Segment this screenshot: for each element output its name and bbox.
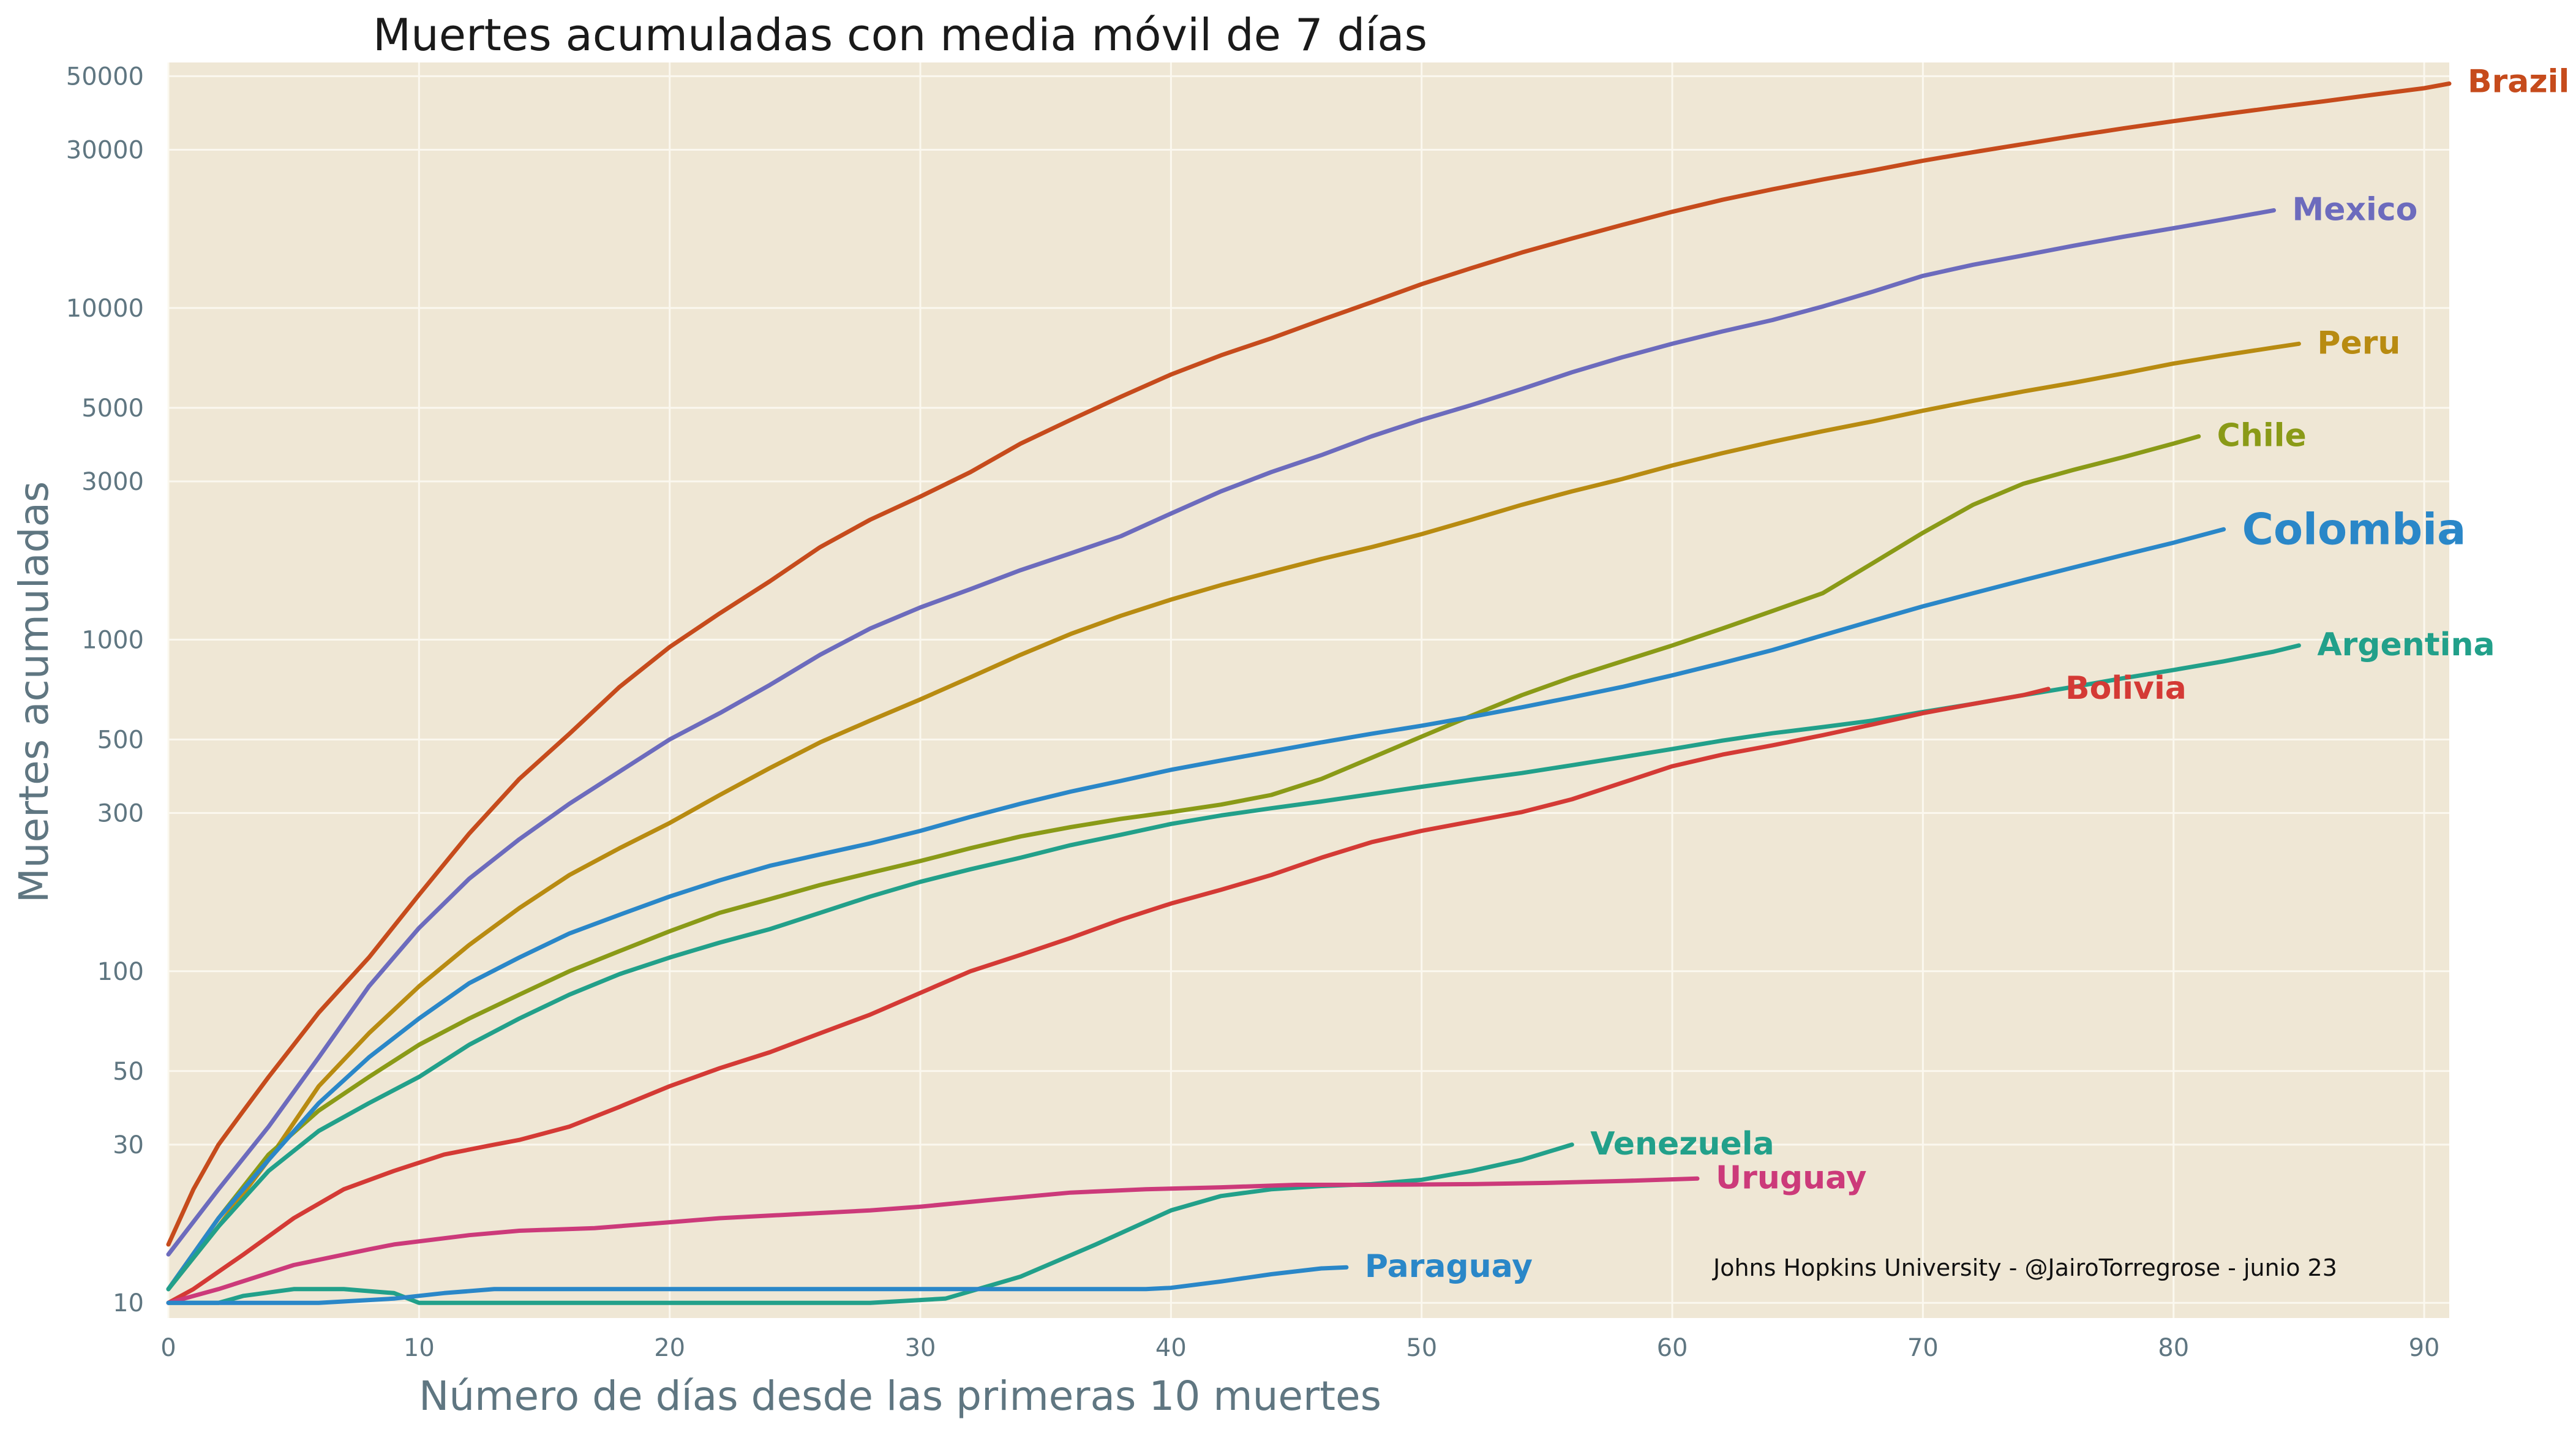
series-line-bolivia (166, 687, 2051, 1305)
series-label-paraguay: Paraguay (1365, 1248, 1533, 1285)
plot-area (168, 62, 2449, 1318)
y-tick-label: 50000 (66, 62, 144, 91)
y-axis-label: Muertes acumuladas (10, 481, 58, 903)
y-tick-label: 3000 (81, 468, 144, 496)
y-tick-label: 300 (97, 799, 144, 827)
series-label-mexico: Mexico (2292, 191, 2417, 228)
series-line-paraguay (166, 1265, 1349, 1305)
series-labels: Brazil Mexico Peru Chile Colombia Argentina Bo… (1365, 63, 2569, 1285)
y-tick-label: 10 (113, 1289, 144, 1317)
series-label-colombia: Colombia (2242, 504, 2466, 554)
source-annotation: Johns Hopkins University - @JairoTorregr… (1712, 1254, 2337, 1281)
x-tick-label: 60 (1657, 1334, 1688, 1362)
series-label-uruguay: Uruguay (1716, 1159, 1867, 1196)
series-line-brazil (166, 81, 2452, 1247)
series-label-peru: Peru (2317, 325, 2400, 361)
y-tick-label: 5000 (81, 394, 144, 423)
series-line-colombia (166, 527, 2226, 1292)
x-tick-label: 10 (404, 1334, 435, 1362)
x-tick-label: 0 (160, 1334, 176, 1362)
x-tick-label: 80 (2158, 1334, 2189, 1362)
axis-ticks: 0 10 20 30 40 50 60 70 80 90 10 30 50 100 300 500 1000 30… (66, 62, 2440, 1362)
series-line-mexico (166, 208, 2276, 1257)
series-lines (166, 81, 2452, 1305)
y-tick-label: 500 (97, 726, 144, 754)
series-label-bolivia: Bolivia (2065, 670, 2187, 707)
x-tick-label: 90 (2409, 1334, 2440, 1362)
series-label-chile: Chile (2217, 418, 2307, 454)
series-line-peru (166, 341, 2301, 1292)
y-tick-label: 30 (113, 1131, 144, 1159)
series-line-uruguay (166, 1176, 1700, 1305)
y-tick-label: 50 (113, 1058, 144, 1086)
y-tick-label: 30000 (66, 137, 144, 165)
y-tick-label: 1000 (81, 626, 144, 654)
chart-title: Muertes acumuladas con media móvil de 7 … (373, 9, 1427, 61)
x-tick-label: 70 (1907, 1334, 1939, 1362)
x-axis-label: Número de días desde las primeras 10 mue… (419, 1373, 1381, 1420)
series-label-brazil: Brazil (2468, 63, 2569, 100)
series-label-argentina: Argentina (2317, 627, 2495, 663)
series-label-venezuela: Venezuela (1590, 1126, 1774, 1162)
grid (167, 62, 2449, 1318)
x-tick-label: 30 (905, 1334, 936, 1362)
series-line-chile (166, 434, 2201, 1292)
y-tick-label: 100 (97, 958, 144, 986)
x-tick-label: 20 (654, 1334, 685, 1362)
y-tick-label: 10000 (66, 295, 144, 323)
x-tick-label: 40 (1155, 1334, 1187, 1362)
x-tick-label: 50 (1406, 1334, 1437, 1362)
